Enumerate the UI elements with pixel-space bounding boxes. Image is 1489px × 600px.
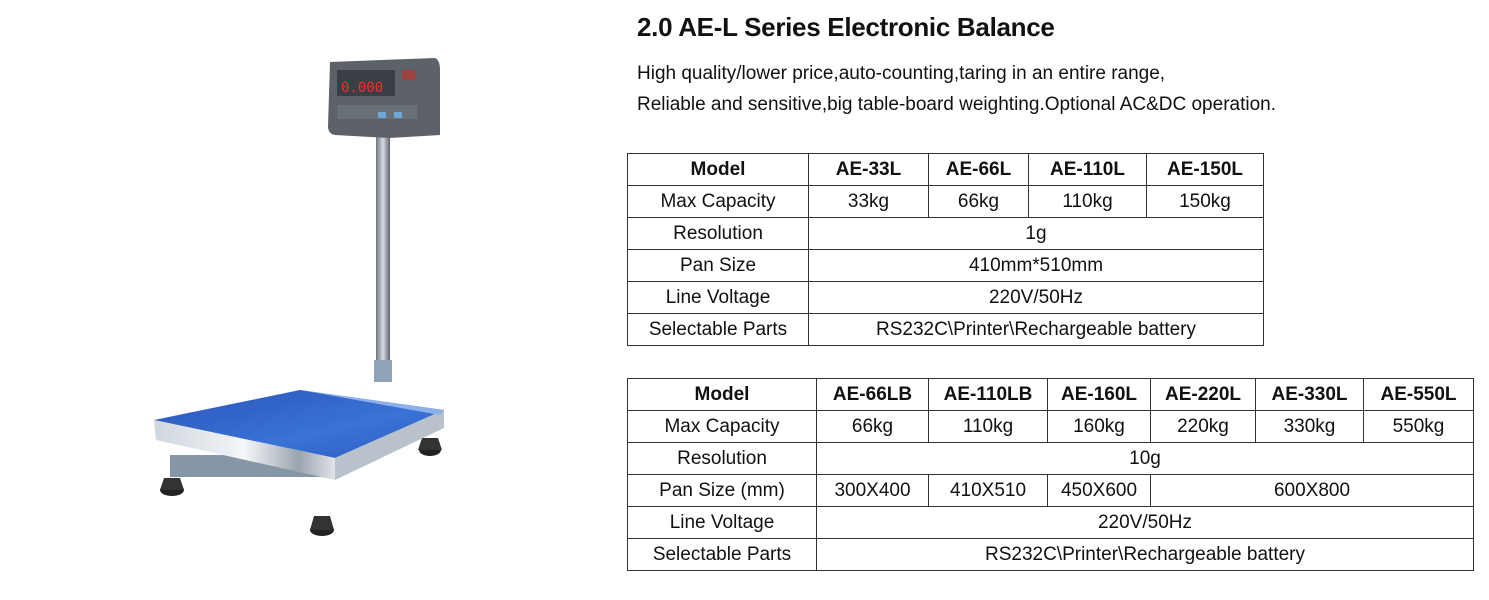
header-cell: AE-550L bbox=[1363, 378, 1474, 411]
table-cell: 300X400 bbox=[816, 474, 929, 507]
row-label: Line Voltage bbox=[627, 506, 817, 539]
table-cell: 450X600 bbox=[1047, 474, 1151, 507]
row-label: Pan Size bbox=[627, 249, 809, 282]
header-cell: Model bbox=[627, 153, 809, 186]
row-label: Selectable Parts bbox=[627, 538, 817, 571]
row-label: Max Capacity bbox=[627, 185, 809, 218]
description-line-2: Reliable and sensitive,big table-board w… bbox=[637, 94, 1276, 115]
spec-table-1: Model AE-33L AE-66L AE-110L AE-150L Max … bbox=[627, 153, 1264, 346]
table-row-max-capacity: Max Capacity 66kg 110kg 160kg 220kg 330k… bbox=[627, 410, 1474, 443]
header-cell: AE-66LB bbox=[816, 378, 929, 411]
table-cell: 330kg bbox=[1255, 410, 1364, 443]
table-row-pan-size: Pan Size (mm) 300X400 410X510 450X600 60… bbox=[627, 474, 1474, 507]
table-row-model: Model AE-66LB AE-110LB AE-160L AE-220L A… bbox=[627, 378, 1474, 411]
header-cell: AE-160L bbox=[1047, 378, 1151, 411]
header-cell: AE-110LB bbox=[928, 378, 1048, 411]
header-cell: AE-33L bbox=[808, 153, 929, 186]
table-row-model: Model AE-33L AE-66L AE-110L AE-150L bbox=[627, 153, 1264, 186]
row-label: Selectable Parts bbox=[627, 313, 809, 346]
table-cell: 66kg bbox=[816, 410, 929, 443]
table-cell: 220V/50Hz bbox=[816, 506, 1474, 539]
platform-scale-image: 0.000 bbox=[154, 58, 444, 536]
header-cell: Model bbox=[627, 378, 817, 411]
table-cell: 33kg bbox=[808, 185, 929, 218]
table-row-line-voltage: Line Voltage 220V/50Hz bbox=[627, 506, 1474, 539]
row-label: Max Capacity bbox=[627, 410, 817, 443]
table-row-selectable-parts: Selectable Parts RS232C\Printer\Recharge… bbox=[627, 313, 1264, 346]
table-cell: 220V/50Hz bbox=[808, 281, 1264, 314]
header-cell: AE-220L bbox=[1150, 378, 1256, 411]
table-cell: 550kg bbox=[1363, 410, 1474, 443]
table-cell: 66kg bbox=[928, 185, 1029, 218]
table-row-resolution: Resolution 10g bbox=[627, 442, 1474, 475]
row-label: Resolution bbox=[627, 442, 817, 475]
table-row-selectable-parts: Selectable Parts RS232C\Printer\Recharge… bbox=[627, 538, 1474, 571]
table-cell: RS232C\Printer\Rechargeable battery bbox=[816, 538, 1474, 571]
spec-table-2: Model AE-66LB AE-110LB AE-160L AE-220L A… bbox=[627, 378, 1474, 571]
table-row-max-capacity: Max Capacity 33kg 66kg 110kg 150kg bbox=[627, 185, 1264, 218]
header-cell: AE-150L bbox=[1146, 153, 1264, 186]
table-cell: 150kg bbox=[1146, 185, 1264, 218]
table-cell: 110kg bbox=[928, 410, 1048, 443]
page-title: 2.0 AE-L Series Electronic Balance bbox=[637, 12, 1055, 42]
table-cell: 410mm*510mm bbox=[808, 249, 1264, 282]
row-label: Pan Size (mm) bbox=[627, 474, 817, 507]
table-cell: 600X800 bbox=[1150, 474, 1474, 507]
table-cell: 410X510 bbox=[928, 474, 1048, 507]
description-line-1: High quality/lower price,auto-counting,t… bbox=[637, 63, 1166, 84]
table-row-pan-size: Pan Size 410mm*510mm bbox=[627, 249, 1264, 282]
table-row-line-voltage: Line Voltage 220V/50Hz bbox=[627, 281, 1264, 314]
table-cell: RS232C\Printer\Rechargeable battery bbox=[808, 313, 1264, 346]
header-cell: AE-330L bbox=[1255, 378, 1364, 411]
header-cell: AE-66L bbox=[928, 153, 1029, 186]
table-row-resolution: Resolution 1g bbox=[627, 217, 1264, 250]
table-cell: 160kg bbox=[1047, 410, 1151, 443]
row-label: Resolution bbox=[627, 217, 809, 250]
display-reading: 0.000 bbox=[341, 80, 383, 96]
table-cell: 220kg bbox=[1150, 410, 1256, 443]
table-cell: 110kg bbox=[1028, 185, 1147, 218]
table-cell: 1g bbox=[808, 217, 1264, 250]
header-cell: AE-110L bbox=[1028, 153, 1147, 186]
row-label: Line Voltage bbox=[627, 281, 809, 314]
table-cell: 10g bbox=[816, 442, 1474, 475]
